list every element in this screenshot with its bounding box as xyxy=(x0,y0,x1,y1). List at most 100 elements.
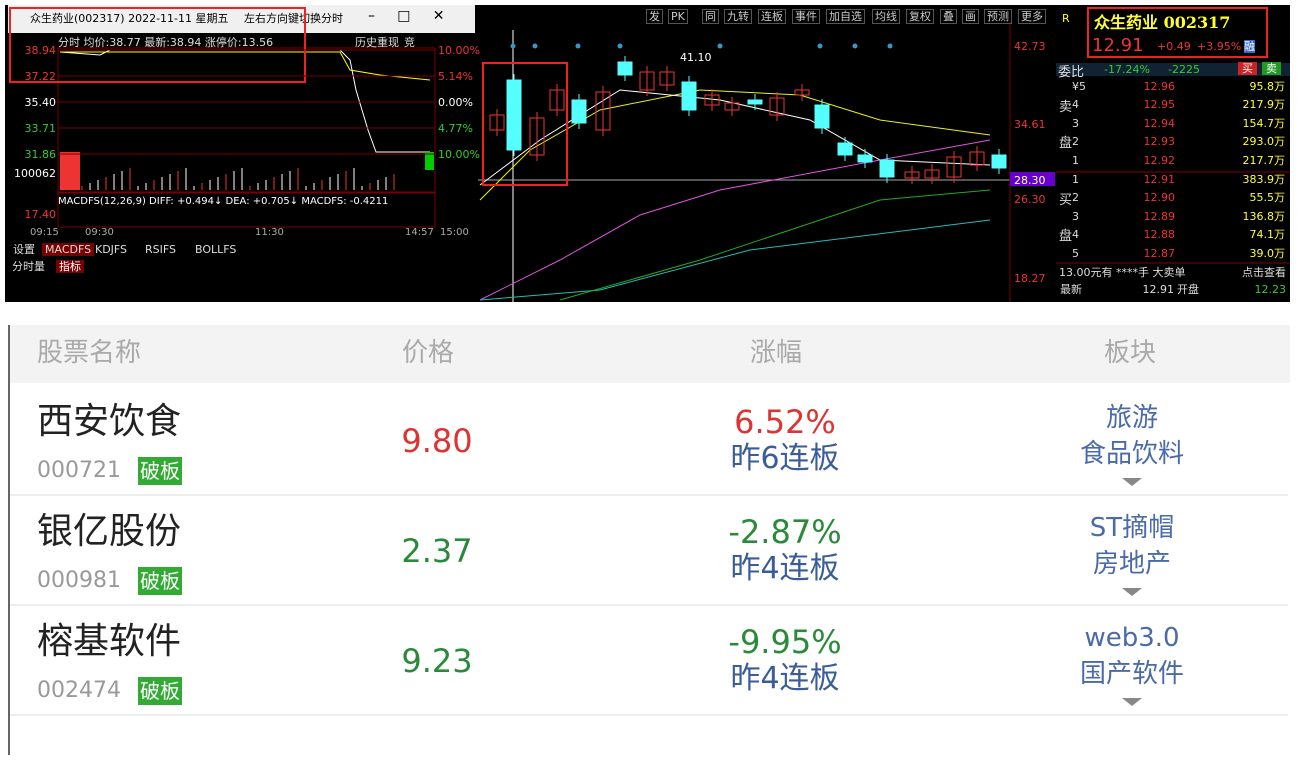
peak-label: 41.10 xyxy=(680,51,712,64)
toolbar-button[interactable]: 同 xyxy=(702,9,719,24)
sell-button[interactable]: 卖 xyxy=(1262,62,1281,75)
book-price: 12.91 xyxy=(1143,173,1176,186)
book-price: 12.87 xyxy=(1143,246,1176,260)
book-price: 12.92 xyxy=(1143,153,1176,167)
list-header xyxy=(10,325,1290,383)
big-order-link[interactable]: 点击查看 xyxy=(1242,266,1286,279)
event-dot xyxy=(510,43,516,49)
tab[interactable]: 分时量 xyxy=(12,260,45,273)
ma-line xyxy=(479,219,991,301)
expand-arrow[interactable] xyxy=(1122,698,1142,706)
highlight-box xyxy=(1087,7,1268,58)
list-edge xyxy=(8,325,10,755)
book-level: 1 xyxy=(1072,153,1079,167)
macd-frame xyxy=(57,191,436,228)
toolbar-button[interactable]: 加自选 xyxy=(826,9,865,24)
ma-line xyxy=(559,189,991,301)
big-order: 13.00元有 ****手 大卖单 xyxy=(1059,266,1186,279)
price-axis-label: 34.61 xyxy=(1014,118,1046,131)
ratio: -17.24% xyxy=(1104,63,1150,76)
open-label: 开盘 xyxy=(1177,283,1199,296)
stock-name: 众生药业 002317 xyxy=(1094,13,1231,32)
toolbar-button[interactable]: 连板 xyxy=(758,9,786,24)
toolbar-button[interactable]: 画 xyxy=(962,9,979,24)
stock-code: 000721 xyxy=(37,458,121,483)
candle xyxy=(794,89,810,96)
window-title: 众生药业(002317) 2022-11-11 星期五 xyxy=(30,12,229,25)
book-price: 12.96 xyxy=(1143,80,1176,93)
pct-label: 0.00% xyxy=(438,96,473,109)
toolbar-button[interactable]: 预测 xyxy=(984,9,1012,24)
book-level: 3 xyxy=(1072,116,1079,130)
side-label: 卖 xyxy=(1059,100,1073,115)
toolbar-button[interactable]: PK xyxy=(668,9,688,24)
book-volume: 39.0万 xyxy=(1249,246,1286,260)
candle xyxy=(747,99,763,105)
diff: -2225 xyxy=(1168,63,1200,76)
window-buttons[interactable]: – □ ✕ xyxy=(368,8,445,24)
book-level: 5 xyxy=(1072,246,1079,260)
sector: 食品饮料 xyxy=(1079,439,1185,469)
toolbar-button[interactable]: 复权 xyxy=(906,9,934,24)
sector: 国产软件 xyxy=(1079,659,1185,689)
candle xyxy=(879,159,895,178)
column-header[interactable]: 涨幅 xyxy=(749,338,803,368)
time-label: 09:30 xyxy=(85,227,114,238)
hint: 左右方向键切换分时 xyxy=(244,12,343,25)
stock-row[interactable] xyxy=(10,388,1288,496)
stock-tag: 破板 xyxy=(138,457,182,485)
y-axis-label: 37.22 xyxy=(24,70,57,83)
toolbar-button[interactable]: 均线 xyxy=(872,9,900,24)
book-price: 12.88 xyxy=(1143,228,1176,242)
tab[interactable]: 设置 xyxy=(13,243,35,256)
tab[interactable]: MACDFS xyxy=(42,243,95,256)
price-axis-label: 18.27 xyxy=(1014,272,1046,285)
sector: ST摘帽 xyxy=(1089,513,1175,543)
y-axis-label: 100062 xyxy=(14,167,56,180)
book-level: 3 xyxy=(1072,209,1079,223)
event-dot xyxy=(852,43,858,49)
time-label: 11:30 xyxy=(255,227,284,238)
candle xyxy=(769,97,785,116)
stock-row[interactable] xyxy=(10,608,1288,716)
tab[interactable]: RSIFS xyxy=(145,243,176,256)
toolbar-button[interactable]: 事件 xyxy=(792,9,820,24)
event-dot xyxy=(817,43,823,49)
charts xyxy=(9,7,1290,302)
price-axis-label: 42.73 xyxy=(1014,40,1046,53)
stock-row[interactable] xyxy=(10,498,1288,606)
toolbar-button[interactable]: 叠 xyxy=(940,9,957,24)
event-dot xyxy=(717,43,723,49)
y-axis-label: 17.40 xyxy=(24,208,57,221)
time-label: 09:15 xyxy=(30,227,59,238)
last-value: 12.91 xyxy=(1142,283,1175,296)
tab[interactable]: KDJFS xyxy=(95,243,128,256)
ma-line xyxy=(479,139,991,301)
toolbar-button[interactable]: 更多 xyxy=(1018,9,1046,24)
streak: 昨6连板 xyxy=(730,441,840,476)
candle xyxy=(506,79,522,151)
ratio-bar xyxy=(1056,63,1290,76)
book-level: 2 xyxy=(1072,135,1079,149)
book-volume: 136.8万 xyxy=(1242,209,1286,223)
candle xyxy=(595,91,611,131)
tab[interactable]: 指标 xyxy=(56,260,84,273)
tab[interactable]: BOLLFS xyxy=(195,243,237,256)
column-header[interactable]: 价格 xyxy=(401,338,455,368)
expand-arrow[interactable] xyxy=(1122,478,1142,486)
buy-button[interactable]: 买 xyxy=(1238,62,1257,75)
candle xyxy=(489,114,505,131)
stock-price: 9.23 xyxy=(401,642,473,680)
stock-name: 西安饮食 xyxy=(37,401,182,442)
margin-tag: 融 xyxy=(1244,40,1255,53)
expand-arrow[interactable] xyxy=(1122,588,1142,596)
book-price: 12.95 xyxy=(1143,98,1176,112)
toolbar-button[interactable]: 发 xyxy=(646,9,663,24)
badge: R xyxy=(1062,12,1070,25)
book-level: 4 xyxy=(1072,228,1079,242)
stock-code: 002474 xyxy=(37,678,121,703)
price-line xyxy=(59,49,430,153)
pct-label: 5.14% xyxy=(438,70,473,83)
toolbar-button[interactable]: 九转 xyxy=(724,9,752,24)
